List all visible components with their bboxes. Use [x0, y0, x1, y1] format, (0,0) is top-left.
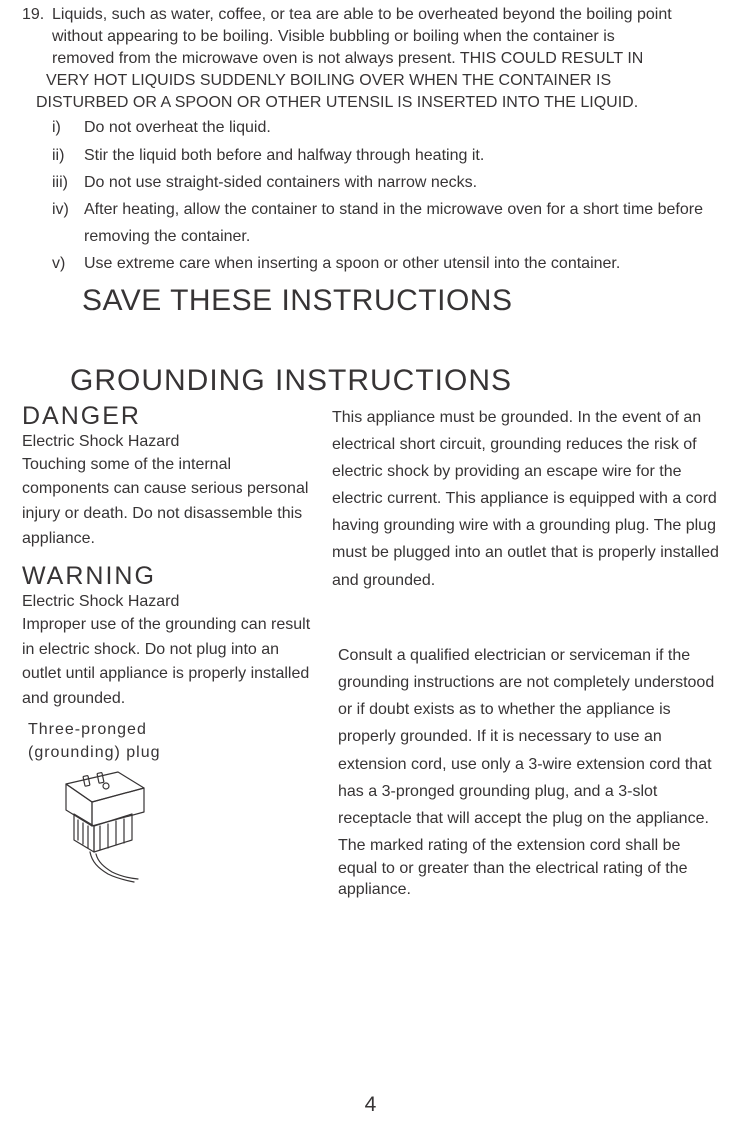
warning-body: Improper use of the grounding can result… — [22, 613, 312, 712]
danger-subtitle: Electric Shock Hazard — [22, 433, 312, 451]
warning-heading: WARNING — [22, 562, 312, 591]
grounding-paragraph-3: The marked rating of the extension cord … — [332, 832, 719, 859]
roman-num: ii) — [52, 142, 84, 169]
item19-line5: DISTURBED OR A SPOON OR OTHER UTENSIL IS… — [36, 92, 638, 114]
item19-line4: VERY HOT LIQUIDS SUDDENLY BOILING OVER W… — [46, 70, 611, 92]
danger-body: Touching some of the internal components… — [22, 453, 312, 552]
roman-text: Do not use straight-sided containers wit… — [84, 169, 719, 196]
list-item-19: 19. Liquids, such as water, coffee, or t… — [22, 0, 719, 278]
grounding-columns: DANGER Electric Shock Hazard Touching so… — [22, 402, 719, 901]
grounding-instructions-heading: GROUNDING INSTRUCTIONS — [22, 364, 719, 398]
left-column: DANGER Electric Shock Hazard Touching so… — [22, 402, 312, 901]
roman-num: v) — [52, 250, 84, 277]
warning-subtitle: Electric Shock Hazard — [22, 593, 312, 611]
right-column: This appliance must be grounded. In the … — [332, 402, 719, 901]
roman-text: Stir the liquid both before and halfway … — [84, 142, 719, 169]
grounding-paragraph-2: Consult a qualified electrician or servi… — [332, 642, 719, 832]
grounding-paragraph-1: This appliance must be grounded. In the … — [332, 404, 719, 594]
plug-label-line1: Three-pronged — [28, 721, 147, 738]
danger-heading: DANGER — [22, 402, 312, 431]
item19-line2: without appearing to be boiling. Visible… — [52, 28, 615, 45]
page-number: 4 — [0, 1093, 741, 1117]
item19-line1: Liquids, such as water, coffee, or tea a… — [52, 6, 672, 23]
roman-text: Do not overheat the liquid. — [84, 114, 719, 141]
item-body: Liquids, such as water, coffee, or tea a… — [52, 4, 719, 114]
item19-line3: removed from the microwave oven is not a… — [52, 50, 643, 67]
roman-num: iii) — [52, 169, 84, 196]
roman-num: i) — [52, 114, 84, 141]
plug-label-line2: (grounding) plug — [28, 744, 161, 761]
three-prong-plug-icon — [46, 766, 156, 886]
plug-label: Three-pronged (grounding) plug — [22, 718, 312, 764]
roman-sublist: i) Do not overheat the liquid. ii) Stir … — [22, 114, 719, 277]
roman-num: iv) — [52, 196, 84, 250]
save-instructions-heading: SAVE THESE INSTRUCTIONS — [22, 284, 719, 318]
grounding-paragraph-4: equal to or greater than the electrical … — [332, 859, 719, 901]
roman-text: Use extreme care when inserting a spoon … — [84, 250, 719, 277]
roman-text: After heating, allow the container to st… — [84, 196, 719, 250]
